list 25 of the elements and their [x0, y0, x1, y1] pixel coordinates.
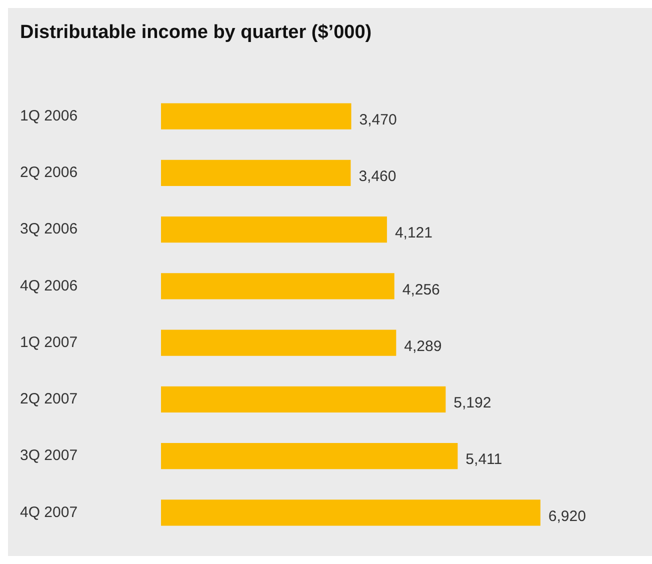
bar: [161, 103, 352, 130]
data-label: 4,121: [394, 224, 432, 242]
chart-title: Distributable income by quarter ($’000): [19, 21, 373, 45]
bar: [161, 386, 446, 412]
bar: [161, 443, 458, 470]
y-tick-label: 4Q 2006: [20, 277, 78, 294]
y-tick-label: 1Q 2006: [20, 107, 78, 124]
data-label: 4,256: [402, 281, 440, 298]
data-label: 3,460: [358, 168, 396, 186]
y-tick-label: 3Q 2006: [20, 220, 78, 238]
y-tick-label: 2Q 2006: [20, 164, 78, 182]
data-label: 5,411: [466, 451, 502, 468]
bar: [161, 216, 387, 243]
data-label: 3,470: [359, 111, 397, 128]
y-tick-label: 4Q 2007: [20, 504, 78, 521]
data-label: 6,920: [548, 508, 586, 525]
y-tick-label: 1Q 2007: [20, 334, 78, 351]
data-label: 5,192: [454, 394, 492, 412]
bar: [161, 273, 394, 300]
data-label: 4,289: [404, 338, 442, 355]
y-tick-label: 3Q 2007: [20, 447, 78, 464]
bar: [161, 330, 396, 356]
bar: [161, 500, 540, 526]
bar: [161, 160, 351, 186]
y-tick-label: 2Q 2007: [20, 390, 78, 408]
